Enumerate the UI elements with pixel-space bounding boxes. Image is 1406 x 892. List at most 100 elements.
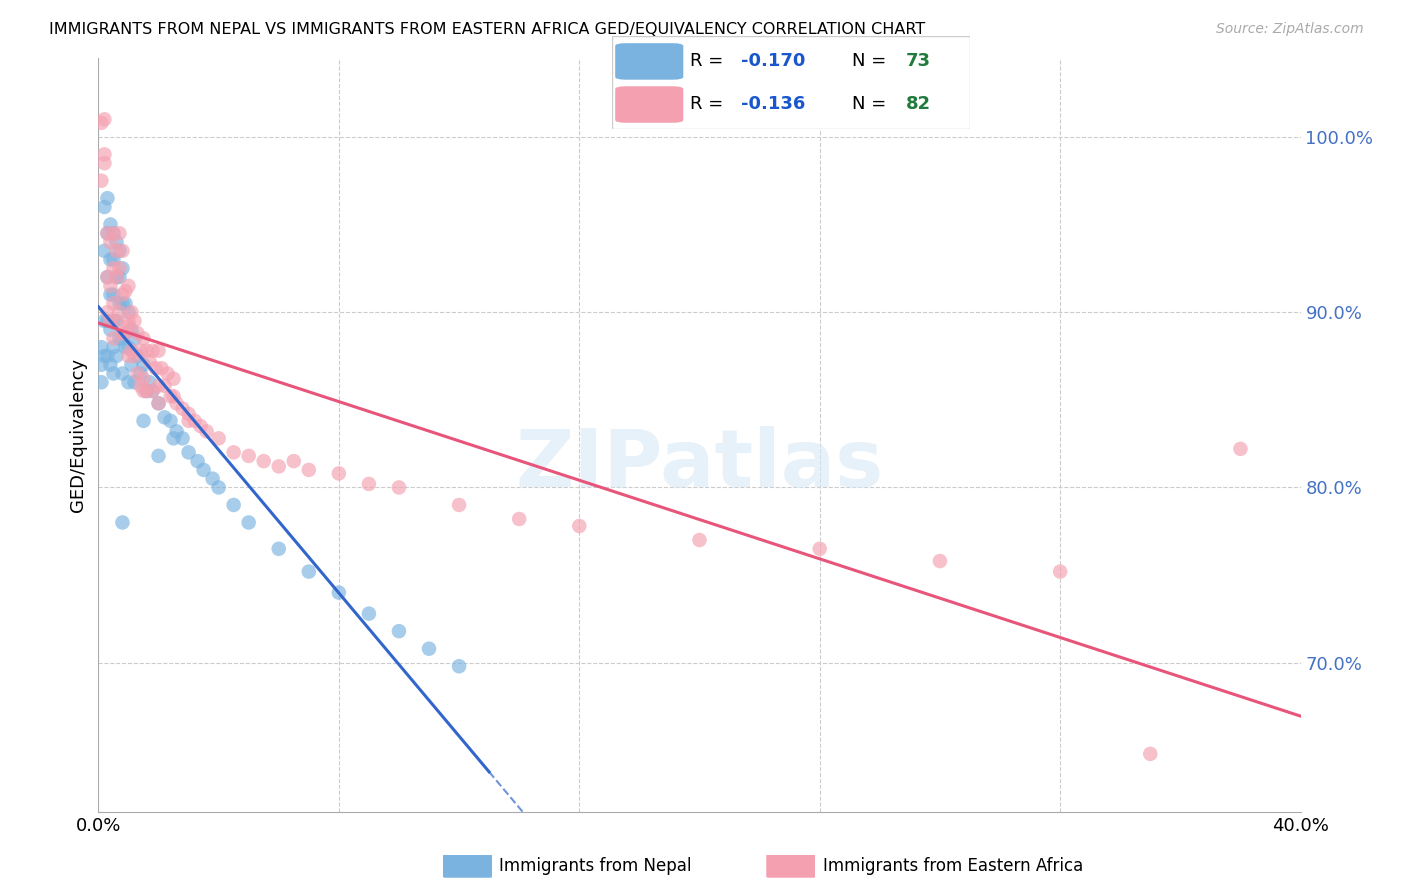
Point (132, 372, 155, 386)
Point (447, 498, 470, 512)
Point (148, 396, 170, 410)
Point (124, 314, 146, 328)
Point (156, 367, 179, 381)
Point (132, 384, 155, 398)
Point (1139, 747, 1161, 761)
Point (117, 305, 139, 319)
Point (117, 319, 139, 334)
Point (103, 287, 125, 301)
Point (145, 361, 167, 376)
Point (108, 244, 131, 258)
Point (177, 414, 200, 428)
Point (166, 425, 188, 439)
Point (148, 343, 170, 358)
Point (111, 244, 134, 258)
Text: N =: N = (852, 53, 891, 70)
Point (111, 516, 134, 530)
Point (238, 449, 260, 463)
Point (111, 367, 134, 381)
Point (159, 414, 181, 428)
Point (103, 314, 125, 328)
FancyBboxPatch shape (612, 36, 970, 129)
Point (96, 227, 118, 241)
FancyBboxPatch shape (443, 855, 492, 878)
Point (108, 305, 131, 319)
Point (96, 314, 118, 328)
Text: ZIPatlas: ZIPatlas (516, 426, 883, 504)
Point (328, 467, 350, 481)
Point (135, 384, 157, 398)
Point (129, 367, 152, 381)
Point (135, 343, 157, 358)
Point (172, 401, 194, 416)
Point (132, 331, 155, 345)
Point (100, 287, 122, 301)
Point (135, 384, 157, 398)
Point (108, 227, 131, 241)
Point (108, 261, 131, 276)
Point (124, 376, 146, 390)
Point (121, 305, 143, 319)
Point (166, 396, 188, 410)
Text: -0.170: -0.170 (741, 53, 806, 70)
Point (162, 372, 184, 386)
Point (90, 340, 112, 354)
Point (201, 472, 224, 486)
Point (357, 607, 380, 621)
Point (117, 278, 139, 293)
Point (103, 227, 125, 241)
FancyBboxPatch shape (616, 87, 683, 123)
Point (100, 252, 122, 267)
Point (141, 384, 163, 398)
Point (105, 314, 128, 328)
Point (153, 410, 176, 425)
Point (100, 278, 122, 293)
Point (127, 349, 149, 363)
Point (183, 414, 205, 428)
Point (90, 174, 112, 188)
Point (100, 218, 122, 232)
Point (190, 419, 212, 434)
Point (177, 445, 200, 459)
Point (114, 296, 136, 310)
Point (105, 314, 128, 328)
Point (153, 378, 176, 392)
Point (103, 367, 125, 381)
Y-axis label: GED/Equivalency: GED/Equivalency (69, 358, 87, 512)
FancyBboxPatch shape (766, 855, 815, 878)
Point (93, 156, 115, 170)
Point (508, 512, 530, 526)
Point (93, 147, 115, 161)
Point (108, 331, 131, 345)
Point (267, 459, 290, 474)
Point (121, 343, 143, 358)
Text: Immigrants from Nepal: Immigrants from Nepal (499, 857, 692, 875)
Point (298, 463, 321, 477)
Point (195, 425, 218, 439)
Point (105, 270, 128, 285)
Point (96, 270, 118, 285)
Point (129, 378, 152, 392)
Point (117, 376, 139, 390)
Point (111, 331, 134, 345)
Point (124, 349, 146, 363)
Point (388, 480, 411, 494)
Point (222, 498, 245, 512)
Point (124, 331, 146, 345)
Point (141, 343, 163, 358)
Point (117, 349, 139, 363)
Point (93, 314, 115, 328)
Point (132, 358, 155, 372)
Point (105, 349, 128, 363)
Point (90, 358, 112, 372)
Point (103, 252, 125, 267)
Point (90, 116, 112, 130)
Point (141, 384, 163, 398)
Point (208, 480, 231, 494)
Point (105, 244, 128, 258)
Point (127, 326, 149, 341)
Point (150, 361, 173, 376)
Point (129, 343, 152, 358)
Point (105, 270, 128, 285)
Point (96, 227, 118, 241)
